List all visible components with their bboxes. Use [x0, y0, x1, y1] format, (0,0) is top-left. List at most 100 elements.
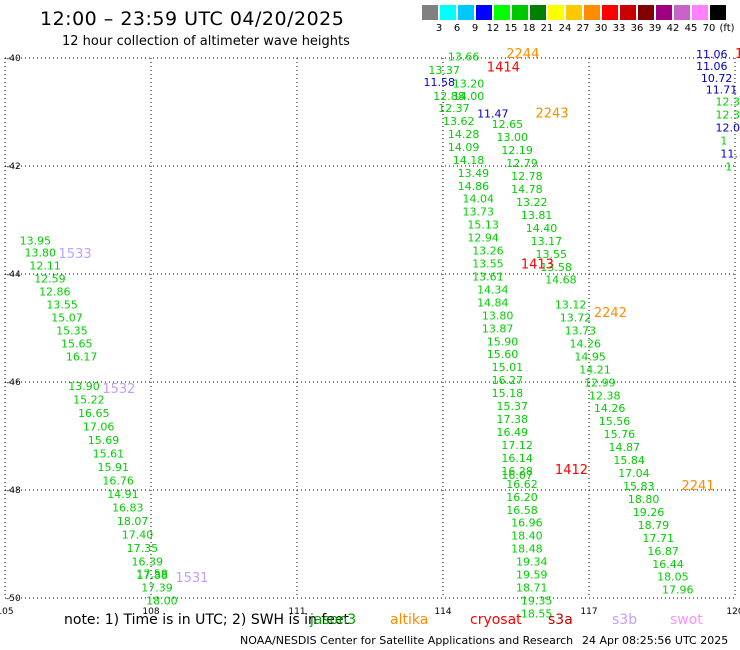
wave-height-value: 16.14: [501, 452, 533, 465]
wave-height-value: 16.39: [132, 556, 164, 569]
pass-time-label: 1533: [59, 247, 92, 262]
y-tick-label: -48: [6, 486, 21, 496]
color-scale-swatch: [440, 5, 456, 20]
pass-time-label: 2244: [506, 47, 539, 62]
color-scale-label: 21: [540, 23, 554, 34]
legend-item-swot: swot: [670, 612, 703, 628]
wave-height-value: 13.20: [453, 78, 485, 91]
chart-title: 12:00 – 23:59 UTC 04/20/2025: [40, 8, 345, 30]
wave-height-value: 14.09: [448, 141, 480, 154]
wave-height-value: 13.80: [24, 247, 56, 260]
wave-height-value: 13.17: [531, 235, 563, 248]
color-scale-label: 30: [594, 23, 608, 34]
wave-height-value: 13.73: [565, 324, 597, 337]
wave-height-value: 14.87: [608, 441, 640, 454]
wave-height-value: 19.26: [633, 506, 665, 519]
generation-timestamp: 24 Apr 08:25:56 UTC 2025: [582, 634, 729, 647]
color-scale-label: 27: [576, 23, 590, 34]
wave-height-value: 13.62: [443, 115, 475, 128]
legend-item-s3a: s3a: [548, 612, 573, 628]
wave-height-value: 17.35: [127, 542, 158, 555]
color-scale-swatch: [692, 5, 708, 20]
color-scale-label: 36: [630, 23, 644, 34]
wave-height-value: 13.00: [497, 131, 529, 144]
wave-height-value: 13.49: [458, 167, 490, 180]
wave-height-value: 16.17: [66, 350, 98, 363]
y-tick-label: -42: [6, 162, 21, 172]
wave-height-value: 17.39: [141, 582, 173, 595]
wave-height-value: 11.47: [477, 107, 509, 120]
wave-height-value: 11.: [720, 147, 738, 160]
wave-height-value: 13.80: [482, 309, 514, 322]
color-scale-swatch: [548, 5, 564, 20]
y-tick-label: -44: [6, 270, 21, 280]
legend-item-s3b: s3b: [612, 612, 638, 628]
wave-height-value: 1: [725, 160, 732, 173]
wave-height-value: 16.87: [647, 545, 679, 558]
wave-height-value: 14.86: [458, 180, 490, 193]
wave-height-value: 17.06: [83, 421, 115, 434]
color-scale-label: 3: [435, 23, 443, 34]
color-scale-swatch: [512, 5, 528, 20]
wave-height-value: 13.87: [482, 322, 514, 335]
wave-height-value: 13.90: [68, 380, 100, 393]
wave-height-value: 15.35: [56, 324, 88, 337]
wave-height-value: 13.73: [462, 206, 494, 219]
wave-height-value: 16.28: [501, 465, 533, 478]
wave-height-value: 18.40: [511, 530, 542, 543]
wave-height-value: 18.48: [511, 543, 542, 556]
wave-height-value: 15.37: [497, 400, 529, 413]
wave-height-value: 12.38: [589, 389, 621, 402]
wave-height-value: 11.06: [696, 60, 728, 73]
wave-height-value: 12.3: [716, 108, 740, 121]
wave-height-value: 17.71: [643, 532, 675, 545]
wave-height-value: 12.0: [716, 121, 740, 134]
color-scale-swatch: [656, 5, 672, 20]
wave-height-value: 18.07: [117, 515, 149, 528]
wave-height-value: 19.34: [516, 556, 548, 569]
y-tick-label: -50: [6, 594, 21, 604]
wave-height-value: 17.40: [122, 529, 154, 542]
wave-height-value: 16.58: [506, 504, 538, 517]
color-scale-label: 15: [504, 23, 518, 34]
color-scale-swatch: [530, 5, 546, 20]
wave-height-value: 14.34: [477, 283, 509, 296]
wave-height-value: 13.66: [448, 51, 480, 64]
wave-height-value: 13.37: [428, 64, 460, 77]
pass-time-label: 1532: [102, 382, 135, 397]
wave-height-value: 16.20: [506, 491, 538, 504]
wave-height-value: 16.44: [652, 558, 684, 571]
wave-height-value: 16.96: [511, 517, 542, 530]
wave-height-value: 13.26: [472, 245, 504, 258]
wave-height-value: 14.18: [453, 154, 485, 167]
color-scale-swatch: [422, 5, 438, 20]
x-tick-label: 120: [726, 607, 740, 617]
wave-height-value: 14.78: [511, 183, 542, 196]
color-scale-label: 70: [702, 23, 716, 34]
color-scale-swatch: [566, 5, 582, 20]
pass-time-label: 2243: [535, 106, 568, 121]
wave-height-value: 14.26: [594, 402, 626, 415]
wave-height-value: 15.01: [492, 361, 523, 374]
color-scale-swatch: [638, 5, 654, 20]
color-scale-label: 6: [453, 23, 461, 34]
wave-height-value: 14.28: [448, 128, 480, 141]
y-tick-label: -40: [6, 54, 21, 64]
wave-height-value: 18.00: [146, 594, 178, 607]
wave-height-value: 15.84: [613, 454, 645, 467]
x-tick-label: 114: [434, 607, 451, 617]
color-scale-label: 9: [471, 23, 479, 34]
wave-height-value: 15.65: [61, 337, 93, 350]
wave-height-value: 12.65: [492, 118, 523, 131]
wave-height-value: 18.71: [516, 582, 548, 595]
color-scale-label: 18: [522, 23, 536, 34]
x-tick-label: 111: [288, 607, 305, 617]
wave-height-value: 12.37: [438, 102, 470, 115]
x-tick-label: 105: [0, 607, 14, 617]
wave-height-value: 19.59: [516, 569, 548, 582]
color-scale-swatch: [458, 5, 474, 20]
wave-height-value: 14.40: [526, 222, 558, 235]
wave-height-value: 12.19: [501, 144, 533, 157]
x-tick-label: 108: [142, 607, 159, 617]
wave-height-value: 17.58: [136, 567, 168, 580]
